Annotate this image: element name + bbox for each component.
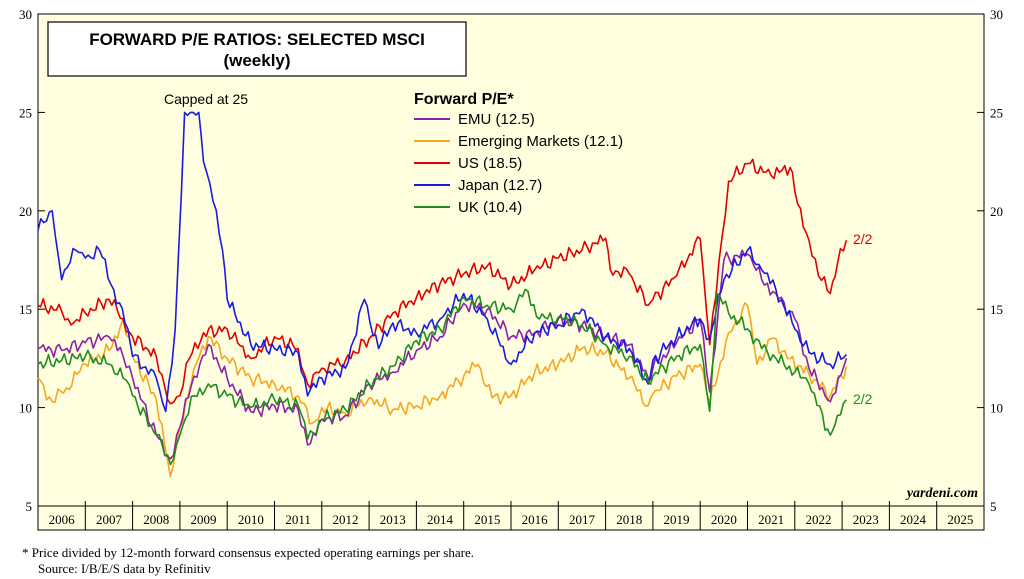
legend-label: Japan (12.7) — [458, 177, 542, 194]
x-tick-label: 2009 — [191, 512, 217, 527]
chart-subtitle: (weekly) — [223, 51, 290, 70]
y-tick-label-right: 5 — [990, 499, 997, 514]
legend-title: Forward P/E* — [414, 91, 514, 108]
series-line — [37, 249, 848, 460]
uk-end-label: 2/2 — [853, 391, 873, 407]
x-tick-label: 2008 — [143, 512, 169, 527]
x-tick-label: 2016 — [522, 512, 549, 527]
footnote-definition: * Price divided by 12-month forward cons… — [22, 545, 474, 560]
x-tick-label: 2013 — [380, 512, 406, 527]
y-tick-label-left: 10 — [19, 401, 32, 416]
x-tick-label: 2011 — [285, 512, 311, 527]
x-tick-label: 2018 — [616, 512, 642, 527]
y-tick-label-left: 20 — [19, 204, 32, 219]
x-tick-label: 2019 — [664, 512, 690, 527]
y-tick-label-left: 15 — [19, 302, 32, 317]
series-line — [37, 288, 848, 466]
title-box — [47, 21, 467, 77]
legend-label: EMU (12.5) — [458, 111, 535, 128]
x-tick-label: 2006 — [49, 512, 76, 527]
y-tick-label-right: 25 — [990, 105, 1003, 120]
series-line — [37, 158, 848, 405]
x-tick-label: 2021 — [758, 512, 784, 527]
legend: Forward P/E* EMU (12.5) Emerging Markets … — [414, 91, 623, 216]
y-tick-label-right: 10 — [990, 401, 1003, 416]
x-tick-label: 2007 — [96, 512, 123, 527]
y-tick-label-left: 30 — [19, 7, 32, 22]
y-tick-label-right: 15 — [990, 302, 1003, 317]
watermark: yardeni.com — [905, 486, 978, 501]
footnote-source: Source: I/B/E/S data by Refinitiv — [38, 561, 211, 576]
us-end-label: 2/2 — [853, 231, 873, 247]
x-tick-label: 2010 — [238, 512, 264, 527]
chart-title: FORWARD P/E RATIOS: SELECTED MSCI — [89, 30, 425, 49]
cap-annotation: Capped at 25 — [164, 91, 248, 107]
x-tick-label: 2012 — [332, 512, 358, 527]
x-tick-label: 2023 — [853, 512, 879, 527]
x-tick-label: 2014 — [427, 512, 454, 527]
x-tick-label: 2022 — [805, 512, 831, 527]
legend-label: US (18.5) — [458, 155, 522, 172]
plot-background — [37, 13, 985, 507]
x-tick-label: 2017 — [569, 512, 596, 527]
y-tick-label-left: 25 — [19, 105, 32, 120]
y-tick-label-right: 20 — [990, 204, 1003, 219]
y-tick-label-left: 5 — [26, 499, 33, 514]
y-tick-label-right: 30 — [990, 7, 1003, 22]
x-tick-label: 2020 — [711, 512, 737, 527]
legend-label: Emerging Markets (12.1) — [458, 133, 623, 150]
x-tick-label: 2024 — [900, 512, 927, 527]
legend-label: UK (10.4) — [458, 199, 522, 216]
x-tick-label: 2015 — [474, 512, 500, 527]
x-tick-label: 2025 — [947, 512, 973, 527]
series-line — [37, 111, 848, 413]
